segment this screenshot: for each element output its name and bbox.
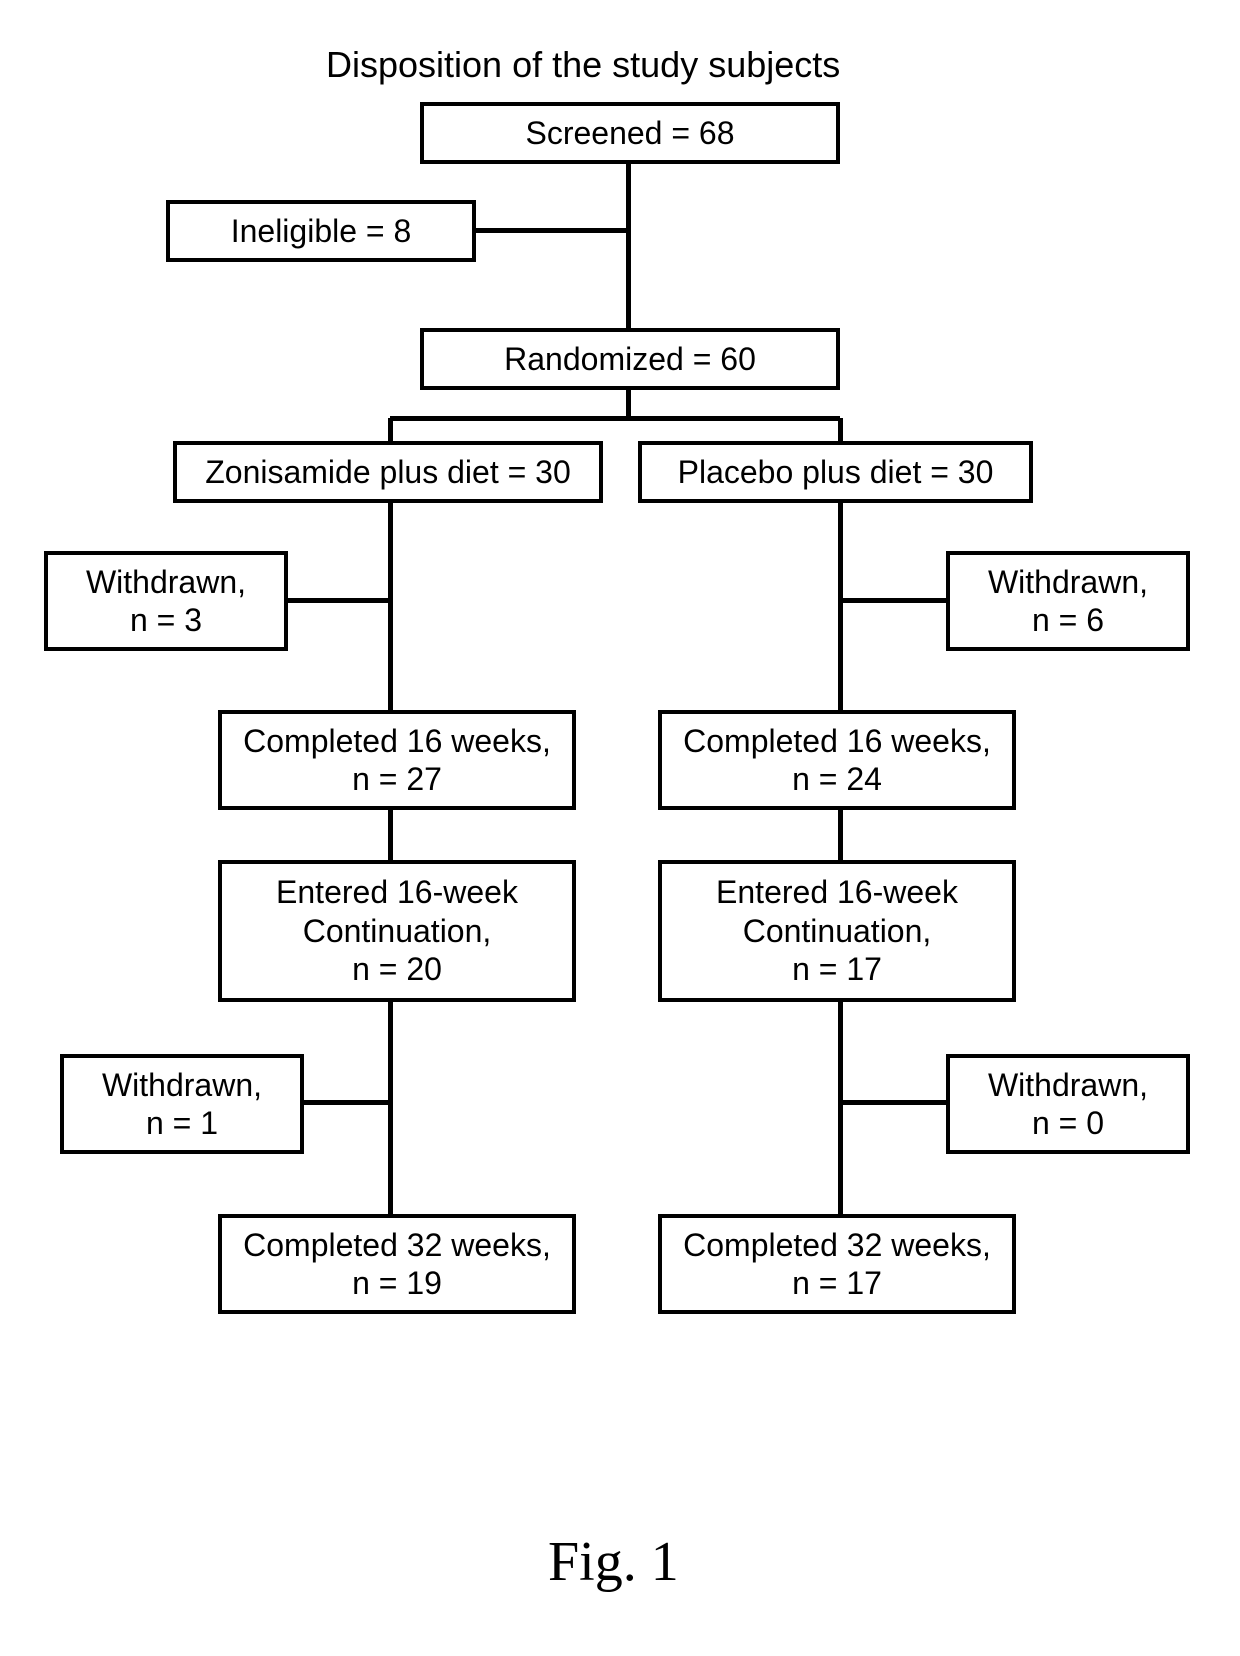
node-withdrawn-z1: Withdrawn,n = 3 [44,551,288,651]
node-arm-placebo: Placebo plus diet = 30 [638,441,1033,503]
node-label: Completed 32 weeks,n = 19 [243,1226,551,1303]
edge [388,503,393,710]
edge [838,810,843,860]
node-label: Withdrawn,n = 0 [988,1066,1148,1143]
node-completed32-z: Completed 32 weeks,n = 19 [218,1214,576,1314]
node-withdrawn-p1: Withdrawn,n = 6 [946,551,1190,651]
node-label: Randomized = 60 [504,340,756,378]
edge [626,164,631,328]
edge [390,416,840,421]
node-withdrawn-p2: Withdrawn,n = 0 [946,1054,1190,1154]
node-completed32-p: Completed 32 weeks,n = 17 [658,1214,1016,1314]
diagram-title: Disposition of the study subjects [326,44,840,86]
node-label: Placebo plus diet = 30 [678,453,994,491]
node-label: Zonisamide plus diet = 30 [205,453,571,491]
node-continuation-p: Entered 16-weekContinuation,n = 17 [658,860,1016,1002]
node-randomized: Randomized = 60 [420,328,840,390]
node-screened: Screened = 68 [420,102,840,164]
edge [288,598,390,603]
node-ineligible: Ineligible = 8 [166,200,476,262]
node-label: Withdrawn,n = 6 [988,563,1148,640]
edge [838,418,843,441]
node-completed16-p: Completed 16 weeks,n = 24 [658,710,1016,810]
edge [388,810,393,860]
edge [388,1002,393,1214]
edge [840,598,946,603]
edge [838,503,843,710]
node-label: Completed 32 weeks,n = 17 [683,1226,991,1303]
node-label: Withdrawn,n = 3 [86,563,246,640]
node-label: Entered 16-weekContinuation,n = 20 [276,873,518,988]
node-arm-zonisamide: Zonisamide plus diet = 30 [173,441,603,503]
edge [304,1100,390,1105]
node-label: Ineligible = 8 [231,212,412,250]
edge [388,418,393,441]
edge [840,1100,946,1105]
edge [838,1002,843,1214]
edge [476,228,628,233]
node-completed16-z: Completed 16 weeks,n = 27 [218,710,576,810]
node-label: Completed 16 weeks,n = 24 [683,722,991,799]
node-withdrawn-z2: Withdrawn,n = 1 [60,1054,304,1154]
figure-label: Fig. 1 [548,1530,679,1594]
edge [626,390,631,418]
node-continuation-z: Entered 16-weekContinuation,n = 20 [218,860,576,1002]
node-label: Withdrawn,n = 1 [102,1066,262,1143]
flowchart-canvas: Disposition of the study subjects Screen… [0,0,1240,1656]
node-label: Screened = 68 [525,114,734,152]
node-label: Entered 16-weekContinuation,n = 17 [716,873,958,988]
node-label: Completed 16 weeks,n = 27 [243,722,551,799]
